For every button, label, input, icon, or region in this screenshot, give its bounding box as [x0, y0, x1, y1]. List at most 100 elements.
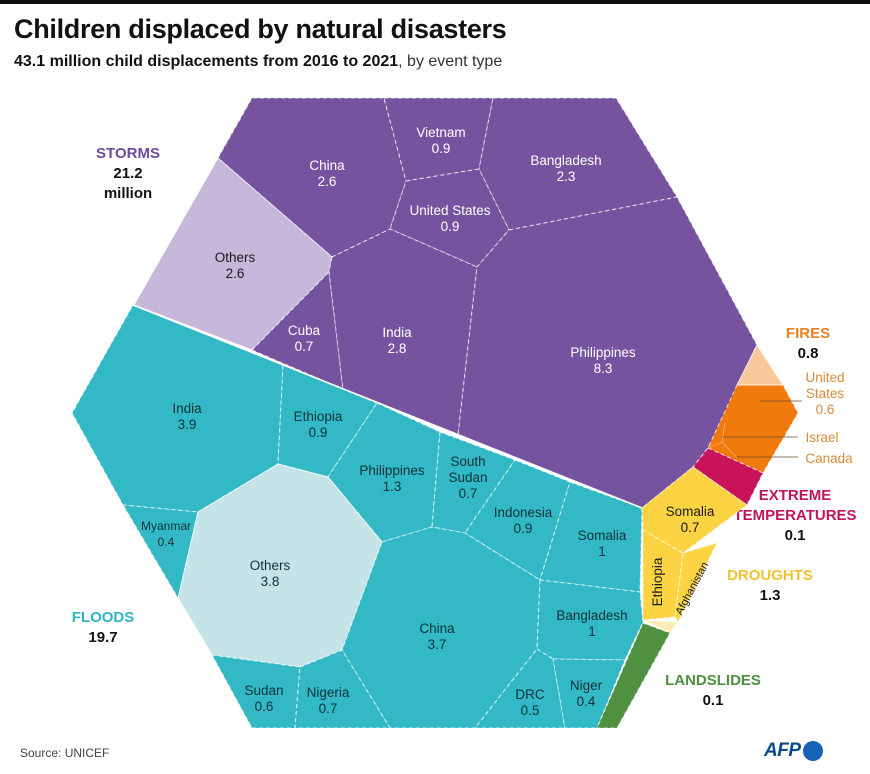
cell-name: Indonesia	[494, 505, 553, 520]
cell-storms-india	[328, 228, 478, 436]
cell-value: 2.6	[318, 174, 337, 189]
cell-value: 0.4	[577, 694, 596, 709]
cell-label-myanmar: Myanmar 0.4	[141, 519, 191, 549]
cell-storms-vietnam	[383, 97, 494, 182]
cell-name: South	[450, 454, 485, 469]
cell-label-bangladesh: Bangladesh 1	[556, 608, 627, 639]
cell-name: Niger	[570, 678, 603, 693]
cell-value: 2.3	[557, 169, 576, 184]
cell-value: 0.9	[432, 141, 451, 156]
cell-value: 3.7	[428, 637, 447, 652]
group-total-extreme-temperatures: 0.1	[785, 527, 806, 544]
group-name: LANDSLIDES	[665, 672, 761, 689]
cell-value: 0.7	[681, 520, 700, 535]
cell-droughts-ethiopia	[642, 529, 684, 621]
group-total-floods: 19.7	[88, 629, 117, 646]
group-extreme-temperatures	[692, 447, 764, 506]
cell-name: Ethiopia	[294, 409, 343, 424]
cell-name: Somalia	[666, 504, 715, 519]
cell-name: Others	[250, 558, 291, 573]
cell-name: China	[309, 158, 345, 173]
cell-label-others: Others 2.6	[215, 250, 256, 281]
cell-name: Bangladesh	[556, 608, 627, 623]
group-total-fires: 0.8	[798, 345, 819, 362]
cell-label-philippines: Philippines 8.3	[570, 345, 636, 376]
cell-name: India	[172, 401, 202, 416]
cell-name: Myanmar	[141, 519, 191, 533]
group-total-landslides: 0.1	[703, 692, 724, 709]
cell-name: Sudan	[244, 683, 283, 698]
afp-logo: AFP	[764, 740, 823, 762]
cell-label-ethiopia: Ethiopia	[650, 557, 665, 606]
cell-label-bangladesh: Bangladesh 2.3	[530, 153, 601, 184]
logo-text: AFP	[764, 740, 801, 761]
chart-title: Children displaced by natural disasters	[14, 14, 507, 44]
cell-name: Philippines	[359, 463, 425, 478]
cell-name: Others	[215, 250, 256, 265]
cell-value: 0.7	[295, 339, 314, 354]
cell-storms-united-states	[389, 168, 510, 268]
subtitle-bold: 43.1 million child displacements from 20…	[14, 53, 399, 70]
cell-name: Sudan	[448, 470, 487, 485]
cell-label-niger: Niger 0.4	[570, 678, 603, 709]
cell-label-ethiopia: Ethiopia 0.9	[294, 409, 343, 440]
cell-value: 8.3	[594, 361, 613, 376]
cell-label-india: India 2.8	[382, 325, 412, 356]
cell-droughts-others	[642, 619, 679, 634]
cell-label-united-states: United States 0.9	[409, 203, 490, 234]
cell-landslides-cell	[596, 622, 671, 729]
cell-label-canada: Canada	[805, 451, 853, 466]
cell-label-united-states: United States 0.6	[805, 370, 844, 417]
cell-name: Israel	[805, 430, 838, 445]
cell-label-sudan: Sudan 0.6	[244, 683, 283, 714]
cell-droughts-afghanistan	[674, 542, 718, 624]
source-note: Source: UNICEF	[20, 746, 110, 760]
cell-value: 3.9	[178, 417, 197, 432]
cell-value: 1	[598, 544, 606, 559]
cell-label-philippines: Philippines 1.3	[359, 463, 425, 494]
group-total-unit: million	[104, 185, 152, 202]
cell-name: India	[382, 325, 412, 340]
cell-value: 1.3	[383, 479, 402, 494]
chart-subtitle: 43.1 million child displacements from 20…	[14, 53, 502, 71]
group-boundary	[132, 304, 643, 509]
cell-label-israel: Israel	[805, 430, 838, 445]
group-label-storms: STORMS	[96, 145, 160, 162]
group-name: FIRES	[786, 325, 830, 342]
cell-floods-china	[341, 526, 541, 729]
cell-value: 0.4	[158, 535, 175, 549]
cell-name: Somalia	[578, 528, 627, 543]
cell-floods-bangladesh	[536, 579, 644, 661]
cell-extreme-temperatures-cell	[692, 447, 764, 506]
cell-name: China	[419, 621, 455, 636]
cell-name: States	[806, 386, 845, 401]
group-fires: United States 0.6 Israel Canada	[707, 343, 853, 474]
cell-label-cuba: Cuba 0.7	[288, 323, 321, 354]
group-name: EXTREME	[759, 487, 832, 504]
group-label-floods: FLOODS	[72, 609, 135, 626]
cell-label-somalia: Somalia 0.7	[666, 504, 715, 535]
cell-value: 0.5	[521, 703, 540, 718]
top-rule	[0, 0, 870, 4]
cell-label-nigeria: Nigeria 0.7	[307, 685, 350, 716]
cell-label-india: India 3.9	[172, 401, 202, 432]
group-total-droughts: 1.3	[760, 587, 781, 604]
cell-label-china: China 2.6	[309, 158, 345, 189]
cell-name: Cuba	[288, 323, 321, 338]
cell-value: 0.6	[816, 402, 835, 417]
group-total-storms: 21.2	[113, 165, 142, 182]
cell-name: Vietnam	[416, 125, 465, 140]
cell-name: DRC	[515, 687, 544, 702]
group-name: STORMS	[96, 145, 160, 162]
cell-value: 1	[588, 624, 596, 639]
cell-value: 3.8	[261, 574, 280, 589]
cell-name: United States	[409, 203, 490, 218]
cell-label-vietnam: Vietnam 0.9	[416, 125, 465, 156]
cell-label-indonesia: Indonesia 0.9	[494, 505, 553, 536]
group-name: FLOODS	[72, 609, 135, 626]
cell-floods-nigeria	[294, 649, 391, 729]
fires-subdivision	[721, 441, 738, 459]
group-storms: China 2.6 Vietnam 0.9 Bangladesh 2.3 United St…	[133, 97, 758, 509]
group-label-landslides: LANDSLIDES	[665, 672, 761, 689]
